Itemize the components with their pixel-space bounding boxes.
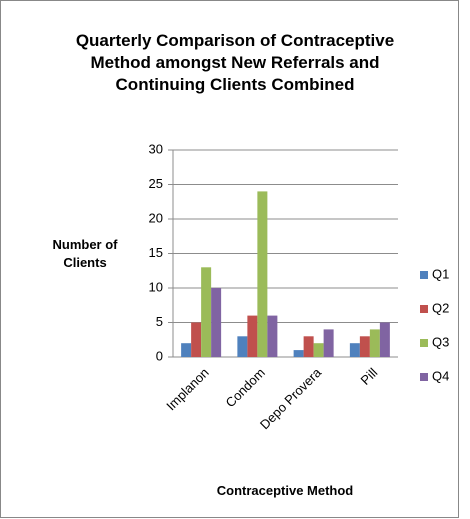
y-tick-label: 15: [149, 245, 163, 260]
bar: [323, 329, 334, 357]
y-tick-label: 30: [149, 141, 163, 156]
legend-swatch: [420, 339, 428, 347]
legend-swatch: [420, 305, 428, 313]
bar: [379, 322, 390, 357]
bar: [191, 322, 202, 357]
bar: [201, 267, 212, 357]
bar: [211, 288, 222, 357]
bar: [359, 336, 370, 357]
y-tick-label: 25: [149, 176, 163, 191]
x-axis-label: Contraceptive Method: [216, 483, 354, 498]
bar: [247, 315, 258, 357]
bar: [369, 329, 380, 357]
legend-label: Q1: [432, 266, 449, 281]
legend-swatch: [420, 271, 428, 279]
y-axis-label: Number of Clients: [52, 237, 118, 270]
legend-swatch: [420, 373, 428, 381]
y-tick-label: 20: [149, 210, 163, 225]
legend-label: Q4: [432, 368, 449, 383]
chart-title: Quarterly Comparison of Contraceptive Me…: [75, 31, 395, 94]
y-tick-label: 10: [149, 279, 163, 294]
y-tick-label: 0: [156, 348, 163, 363]
bar: [267, 315, 278, 357]
legend-label: Q3: [432, 334, 449, 349]
bar: [303, 336, 314, 357]
bar: [257, 191, 268, 357]
bar: [237, 336, 248, 357]
bar: [349, 343, 360, 357]
bar: [313, 343, 324, 357]
y-tick-label: 5: [156, 314, 163, 329]
chart-border: [0, 0, 459, 518]
legend-label: Q2: [432, 300, 449, 315]
bar: [293, 350, 304, 357]
bar: [181, 343, 192, 357]
